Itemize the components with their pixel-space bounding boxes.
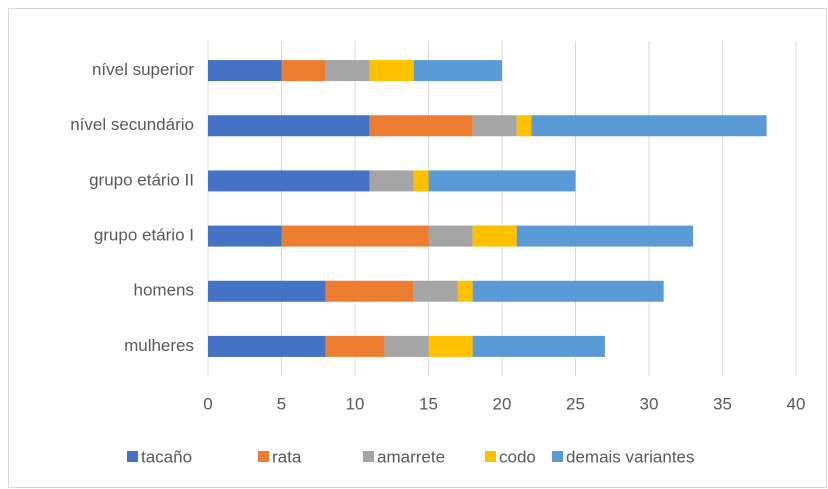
- y-tick-label: mulheres: [124, 336, 194, 355]
- bar-segment: [369, 115, 473, 137]
- bar-segment: [325, 335, 385, 357]
- x-tick-label: 0: [203, 394, 212, 413]
- legend-label: codo: [499, 447, 536, 466]
- bar-segment: [531, 115, 767, 137]
- x-tick-label: 15: [419, 394, 438, 413]
- bar-segment: [472, 335, 605, 357]
- bar-segment: [325, 280, 414, 302]
- bar-segment: [472, 115, 517, 137]
- x-tick-label: 25: [566, 394, 585, 413]
- bar-segment: [428, 170, 576, 192]
- x-tick-label: 10: [346, 394, 365, 413]
- legend-label: demais variantes: [566, 447, 695, 466]
- bar-segment: [369, 60, 414, 82]
- bar-segment: [413, 170, 429, 192]
- x-tick-label: 30: [640, 394, 659, 413]
- bar-segment: [281, 225, 429, 247]
- legend-swatch: [258, 451, 269, 462]
- legend-swatch: [127, 451, 138, 462]
- legend-label: rata: [272, 447, 302, 466]
- legend-label: amarrete: [377, 447, 445, 466]
- legend-swatch: [552, 451, 563, 462]
- bar-segment: [516, 225, 694, 247]
- y-tick-label: homens: [134, 281, 194, 300]
- x-tick-label: 20: [493, 394, 512, 413]
- chart-frame: [8, 8, 827, 488]
- bar-segment: [208, 170, 370, 192]
- bar-segment: [208, 60, 282, 82]
- legend-label: tacaño: [141, 447, 192, 466]
- bar-segment: [413, 60, 502, 82]
- bar-segment: [428, 335, 473, 357]
- legend-swatch: [363, 451, 374, 462]
- legend-swatch: [485, 451, 496, 462]
- y-tick-label: nível superior: [92, 60, 194, 79]
- bar-segment: [413, 280, 458, 302]
- bar-segment: [516, 115, 532, 137]
- bar-segment: [472, 280, 664, 302]
- bar-segment: [281, 60, 326, 82]
- bar-segment: [428, 225, 473, 247]
- bar-segment: [208, 335, 326, 357]
- y-tick-label: nível secundário: [70, 115, 194, 134]
- y-tick-label: grupo etário II: [89, 170, 194, 189]
- bar-segment: [369, 170, 414, 192]
- x-tick-label: 5: [277, 394, 286, 413]
- bar-segment: [457, 280, 473, 302]
- x-tick-label: 40: [787, 394, 806, 413]
- bar-segment: [208, 225, 282, 247]
- x-tick-label: 35: [713, 394, 732, 413]
- bar-segment: [325, 60, 370, 82]
- bar-segment: [472, 225, 517, 247]
- bar-segment: [208, 115, 370, 137]
- bar-segment: [208, 280, 326, 302]
- y-tick-label: grupo etário I: [94, 226, 194, 245]
- bar-segment: [384, 335, 429, 357]
